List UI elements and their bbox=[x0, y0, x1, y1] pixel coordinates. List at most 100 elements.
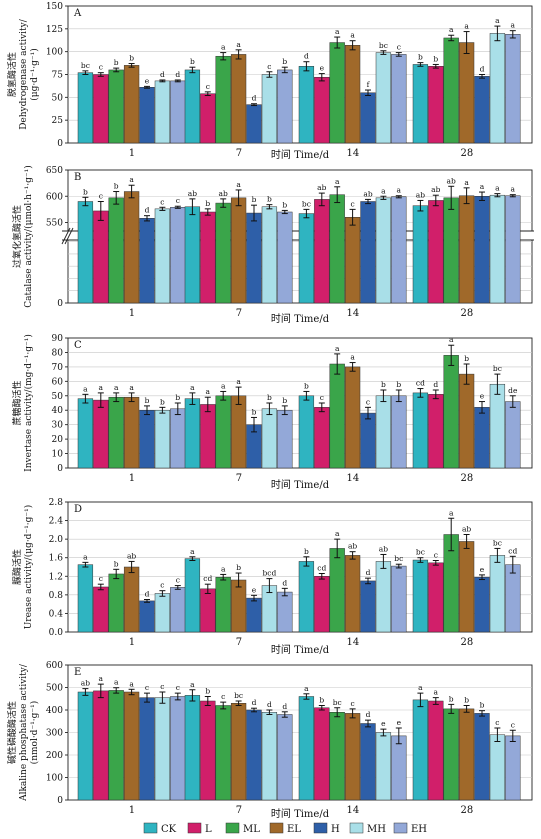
significance-letter: a bbox=[129, 175, 134, 184]
significance-letter: c bbox=[160, 682, 164, 691]
significance-letter: cd bbox=[317, 564, 326, 573]
significance-letter: e bbox=[397, 718, 402, 727]
x-tick-label: 7 bbox=[236, 308, 242, 319]
bar-eh bbox=[505, 564, 521, 633]
y-tick-label: 0 bbox=[57, 464, 63, 474]
bar-eh bbox=[505, 401, 521, 469]
bar-mh bbox=[154, 208, 171, 304]
bar-h bbox=[246, 597, 262, 633]
bar-ml bbox=[443, 708, 459, 801]
legend-label: ML bbox=[243, 824, 260, 835]
bar-el bbox=[123, 65, 140, 144]
bar-ml bbox=[215, 576, 231, 633]
bar-ml bbox=[329, 548, 345, 633]
x-tick-label: 14 bbox=[347, 148, 360, 159]
bar-ck bbox=[298, 213, 315, 304]
bar-el bbox=[458, 373, 475, 469]
panel-label: D bbox=[74, 504, 82, 515]
bar-eh bbox=[277, 409, 293, 469]
legend-label: EH bbox=[411, 824, 427, 835]
bar-h bbox=[474, 407, 490, 469]
significance-letter: a bbox=[221, 43, 226, 52]
significance-letter: b bbox=[282, 396, 287, 405]
y-tick-label: 650 bbox=[46, 166, 63, 176]
x-tick-label: 1 bbox=[129, 308, 135, 319]
bar-l bbox=[93, 586, 109, 633]
significance-letter: cd bbox=[508, 546, 517, 555]
y-tick-label: 600 bbox=[46, 661, 63, 671]
significance-letter: a bbox=[464, 22, 469, 31]
bar-el bbox=[123, 191, 140, 304]
bar-ck bbox=[412, 205, 429, 304]
significance-letter: bc bbox=[493, 364, 502, 373]
bar-el bbox=[230, 395, 247, 469]
significance-letter: d bbox=[145, 590, 150, 599]
bar-mh bbox=[489, 383, 506, 469]
bar-l bbox=[200, 211, 216, 304]
bar-l bbox=[200, 588, 216, 633]
significance-letter: a bbox=[190, 680, 195, 689]
bar-h bbox=[360, 201, 376, 304]
significance-letter: a bbox=[190, 383, 195, 392]
panel-label: A bbox=[73, 8, 82, 19]
significance-letter: d bbox=[366, 568, 371, 577]
bar-h bbox=[139, 218, 155, 304]
significance-letter: d bbox=[282, 578, 287, 587]
significance-letter: d bbox=[480, 65, 485, 74]
y-axis-title: Alkaline phosphatase activity/ bbox=[19, 663, 29, 802]
significance-letter: b bbox=[145, 396, 150, 405]
bar-el bbox=[344, 45, 361, 144]
y-tick-label: 10 bbox=[52, 450, 64, 460]
significance-letter: d bbox=[175, 70, 180, 79]
panel-label: B bbox=[74, 172, 81, 183]
bar-eh bbox=[170, 80, 186, 144]
bar-ml bbox=[443, 355, 459, 469]
significance-letter: a bbox=[350, 31, 355, 40]
bar-ml bbox=[215, 705, 231, 801]
significance-letter: e bbox=[320, 64, 325, 73]
y-axis-title: 碱性磷酸酶活性 bbox=[6, 701, 18, 764]
y-axis-title: Urease activity/(μg·d⁻¹·g⁻¹) bbox=[23, 505, 34, 630]
bar-ck bbox=[412, 392, 429, 469]
bar-mh bbox=[489, 555, 506, 633]
bar-el bbox=[230, 579, 247, 633]
significance-letter: d bbox=[366, 710, 371, 719]
y-axis-title: Invertase activity/(mg·d⁻¹·g⁻¹) bbox=[23, 334, 34, 472]
significance-letter: b bbox=[282, 57, 287, 66]
y-tick-label: 60 bbox=[52, 377, 64, 387]
bar-ck bbox=[77, 564, 94, 633]
y-axis-title: Catalase activity/(μmol·h⁻¹·g⁻¹) bbox=[23, 165, 34, 308]
bar-ck bbox=[298, 696, 315, 801]
significance-letter: a bbox=[464, 178, 469, 187]
bar-h bbox=[139, 600, 155, 633]
y-tick-label: 30 bbox=[52, 421, 64, 431]
bar-eh bbox=[391, 565, 407, 633]
x-tick-label: 7 bbox=[236, 805, 242, 816]
significance-letter: bcd bbox=[262, 569, 276, 578]
significance-letter: b bbox=[464, 354, 469, 363]
bar-h bbox=[474, 576, 490, 633]
significance-letter: c bbox=[176, 683, 180, 692]
significance-letter: b bbox=[282, 200, 287, 209]
bar-l bbox=[428, 700, 444, 801]
y-tick-label: 400 bbox=[46, 706, 63, 716]
bar-ck bbox=[412, 64, 429, 144]
bar-ck bbox=[184, 206, 201, 304]
bar-el bbox=[230, 54, 247, 144]
bar-ml bbox=[329, 194, 345, 304]
bar-h bbox=[139, 87, 155, 144]
y-tick-label: 75 bbox=[52, 71, 64, 81]
significance-letter: c bbox=[160, 197, 164, 206]
significance-letter: b bbox=[236, 563, 241, 572]
x-tick-label: 14 bbox=[347, 473, 360, 484]
bar-l bbox=[314, 199, 330, 304]
bar-mh bbox=[489, 194, 506, 304]
significance-letter: b bbox=[129, 54, 134, 63]
significance-letter: b bbox=[480, 701, 485, 710]
significance-letter: a bbox=[236, 40, 241, 49]
bar-ml bbox=[329, 712, 345, 801]
bar-h bbox=[139, 409, 155, 469]
